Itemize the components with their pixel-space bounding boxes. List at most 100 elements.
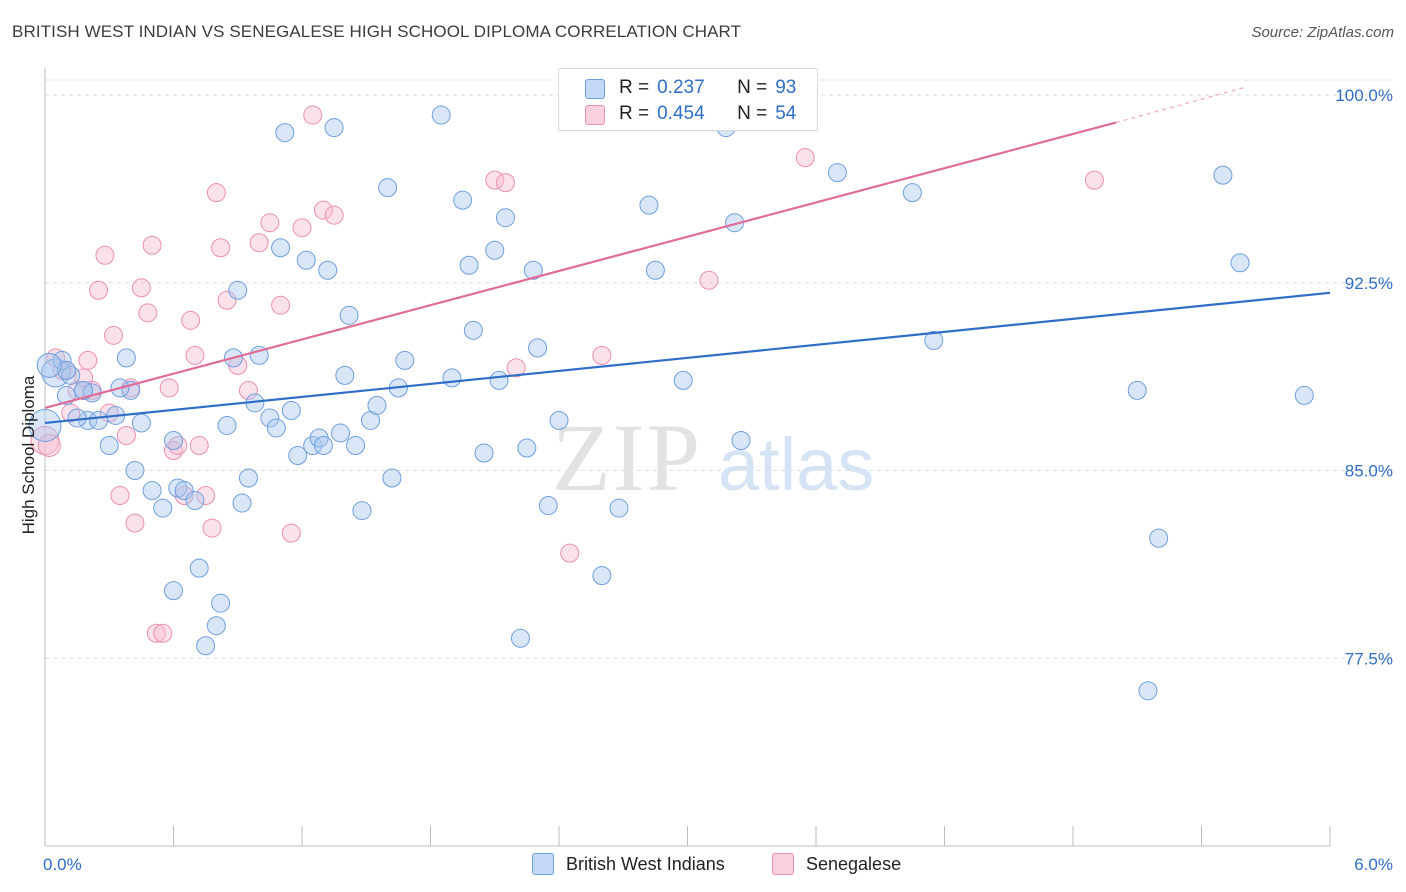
senegalese-point — [181, 310, 201, 330]
british-west-indians-point — [1230, 253, 1250, 273]
british-west-indians-point — [335, 365, 355, 385]
senegalese-point — [185, 345, 205, 365]
british-west-indians-point — [206, 616, 226, 636]
british-west-indians-point — [924, 330, 944, 350]
british-west-indians-point — [303, 435, 323, 455]
british-west-indians-point — [260, 408, 280, 428]
senegalese-point — [560, 543, 580, 563]
trend-line-blue — [44, 291, 1331, 425]
senegalese-point — [249, 233, 269, 253]
british-west-indians-point — [453, 190, 473, 210]
trend-line-pink — [44, 121, 1117, 409]
british-west-indians-point — [431, 105, 451, 125]
legend-label-british-west-indians: British West Indians — [566, 853, 725, 874]
senegalese-point — [202, 518, 222, 538]
british-west-indians-point — [474, 443, 494, 463]
british-west-indians-point — [52, 350, 72, 370]
british-west-indians-point — [232, 493, 252, 513]
legend-n-label: N = — [737, 77, 768, 98]
british-west-indians-point — [523, 260, 543, 280]
grid-lines — [45, 79, 1392, 659]
british-west-indians-point — [288, 445, 308, 465]
british-west-indians-point — [378, 178, 398, 198]
british-west-indians-point — [275, 123, 295, 143]
senegalese-point — [324, 205, 344, 225]
british-west-indians-point — [324, 118, 344, 138]
legend-swatch-blue — [585, 79, 605, 99]
british-west-indians-point — [395, 350, 415, 370]
senegalese-point — [131, 278, 151, 298]
senegalese-point — [699, 270, 719, 290]
senegalese-point — [260, 213, 280, 233]
senegalese-point — [95, 245, 115, 265]
senegalese-point — [303, 105, 323, 125]
british-west-indians-point — [459, 255, 479, 275]
senegalese-point — [61, 403, 81, 423]
british-west-indians-point — [153, 498, 173, 518]
british-west-indians-point — [249, 345, 269, 365]
british-west-indians-point — [89, 410, 109, 430]
british-west-indians-point — [510, 628, 530, 648]
british-west-indians-point — [827, 163, 847, 183]
trend-lines — [44, 86, 1331, 425]
legend-label-senegalese: Senegalese — [806, 853, 902, 874]
y-tick-label: 85.0% — [1345, 462, 1393, 481]
watermark-atlas: atlas — [718, 423, 874, 506]
british-west-indians-point — [485, 240, 505, 260]
series-legend-blue: British West Indians — [532, 852, 725, 876]
senegalese-point — [592, 345, 612, 365]
senegalese-point — [292, 218, 312, 238]
british-west-indians-point — [271, 238, 291, 258]
british-west-indians-point — [1213, 165, 1233, 185]
british-west-indians-point — [346, 435, 366, 455]
senegalese-point — [238, 380, 258, 400]
chart-title: BRITISH WEST INDIAN VS SENEGALESE HIGH S… — [12, 22, 742, 41]
senegalese-point — [146, 623, 166, 643]
british-west-indians-point — [238, 468, 258, 488]
british-west-indians-point — [367, 395, 387, 415]
senegalese-point — [110, 486, 130, 506]
senegalese-point — [159, 378, 179, 398]
senegalese-point — [116, 425, 136, 445]
legend-n-label: N = — [737, 103, 768, 124]
british-west-indians-point — [549, 410, 569, 430]
senegalese-point — [211, 238, 231, 258]
british-west-indians-point — [318, 260, 338, 280]
british-west-indians-point — [296, 250, 316, 270]
senegalese-point — [217, 290, 237, 310]
british-west-indians-point — [538, 496, 558, 516]
british-west-indians-point — [1149, 528, 1169, 548]
senegalese-point — [138, 303, 158, 323]
british-west-indians-point — [528, 338, 548, 358]
british-west-indians-point — [142, 481, 162, 501]
british-west-indians-point — [164, 430, 183, 450]
british-west-indians-point — [442, 368, 462, 388]
british-west-indians-point — [1127, 380, 1147, 400]
senegalese-point — [196, 486, 216, 506]
legend-r-label: R = — [619, 103, 650, 124]
legend-n-value: 93 — [775, 77, 797, 98]
y-tick-label: 77.5% — [1345, 649, 1393, 668]
legend-r-value: 0.454 — [657, 103, 705, 124]
british-west-indians-point — [281, 400, 301, 420]
british-west-indians-point — [352, 501, 372, 521]
british-west-indians-point — [28, 408, 62, 442]
senegalese-point — [142, 235, 162, 255]
correlation-legend: R = 0.237 N = 93 R = 0.454 N = 54 — [558, 68, 818, 131]
british-west-indians-point — [266, 418, 286, 438]
senegalese-point — [125, 513, 145, 533]
british-west-indians-point — [517, 438, 537, 458]
british-west-indians-point — [495, 208, 515, 228]
senegalese-point — [37, 433, 61, 457]
british-west-indians-points — [28, 105, 1314, 701]
source-label: Source: ZipAtlas.com — [1251, 24, 1394, 41]
british-west-indians-point — [228, 280, 248, 300]
legend-swatch-blue — [532, 853, 554, 875]
senegalese-point — [795, 148, 815, 168]
british-west-indians-point — [174, 481, 194, 501]
british-west-indians-point — [211, 593, 231, 613]
british-west-indians-point — [902, 183, 922, 203]
y-tick-label: 100.0% — [1335, 86, 1393, 105]
british-west-indians-point — [731, 430, 751, 450]
